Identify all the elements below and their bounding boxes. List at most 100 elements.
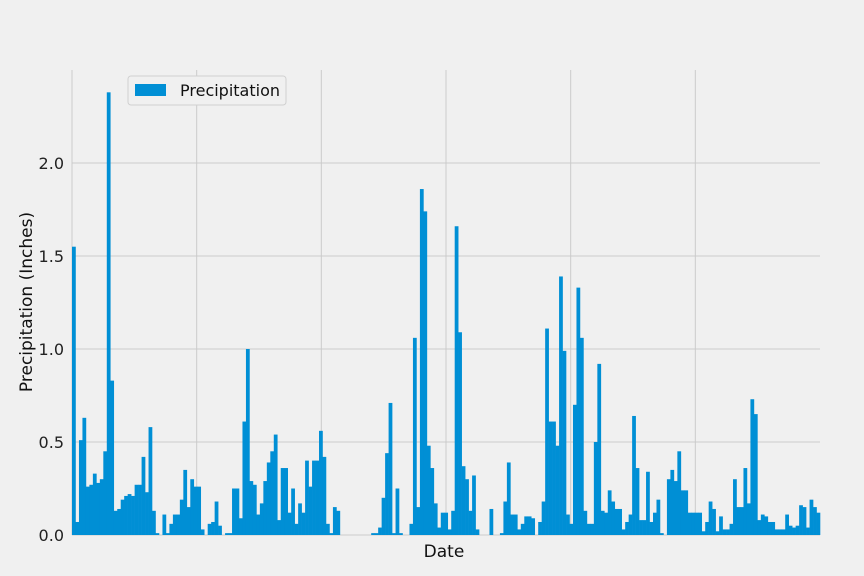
precipitation-bar bbox=[653, 512, 657, 535]
precipitation-bar bbox=[809, 499, 814, 535]
precipitation-bar bbox=[385, 453, 389, 535]
precipitation-bar bbox=[287, 512, 292, 535]
precipitation-bar bbox=[308, 486, 313, 535]
precipitation-bar bbox=[89, 484, 94, 535]
precipitation-bar bbox=[409, 523, 414, 535]
precipitation-bar bbox=[795, 525, 800, 535]
precipitation-bar bbox=[520, 523, 525, 535]
precipitation-bar bbox=[412, 337, 417, 535]
precipitation-bar bbox=[395, 488, 400, 535]
precipitation-bar bbox=[552, 421, 556, 535]
precipitation-bar bbox=[566, 514, 570, 535]
precipitation-bar bbox=[656, 499, 661, 535]
precipitation-bar bbox=[593, 442, 598, 535]
precipitation-bar bbox=[322, 456, 327, 535]
precipitation-bar bbox=[586, 523, 591, 535]
precipitation-bar bbox=[294, 523, 299, 535]
precipitation-bar bbox=[106, 92, 111, 535]
precipitation-bar bbox=[232, 488, 236, 535]
precipitation-bar bbox=[513, 514, 518, 535]
precipitation-bar bbox=[746, 503, 751, 535]
precipitation-bar bbox=[680, 490, 685, 535]
precipitation-bar bbox=[172, 514, 177, 535]
precipitation-bar bbox=[555, 445, 560, 535]
precipitation-bar bbox=[739, 507, 744, 535]
precipitation-bar bbox=[729, 523, 734, 535]
precipitation-bar bbox=[148, 427, 153, 535]
precipitation-bar bbox=[687, 512, 692, 535]
precipitation-bar bbox=[764, 516, 769, 535]
precipitation-bar bbox=[621, 529, 626, 535]
precipitation-bar bbox=[374, 533, 379, 535]
precipitation-bar bbox=[152, 510, 156, 535]
precipitation-bar bbox=[576, 287, 581, 535]
precipitation-bar bbox=[499, 533, 504, 535]
precipitation-bar bbox=[273, 434, 278, 535]
precipitation-bar bbox=[673, 481, 678, 535]
precipitation-bar bbox=[193, 486, 198, 535]
precipitation-bar bbox=[816, 512, 821, 535]
precipitation-bar bbox=[628, 514, 633, 535]
precipitation-bar bbox=[733, 479, 737, 535]
precipitation-bar bbox=[399, 533, 403, 535]
precipitation-bar bbox=[200, 529, 205, 535]
precipitation-bar bbox=[78, 440, 83, 535]
precipitation-bar bbox=[218, 525, 222, 535]
precipitation-bar bbox=[649, 521, 654, 535]
precipitation-bar bbox=[659, 533, 664, 535]
precipitation-bar bbox=[437, 527, 442, 535]
precipitation-bar bbox=[781, 529, 786, 535]
precipitation-bar bbox=[211, 521, 215, 535]
precipitation-bar bbox=[381, 497, 386, 535]
precipitation-bar bbox=[319, 430, 323, 535]
precipitation-bar bbox=[72, 246, 76, 535]
precipitation-bar bbox=[506, 462, 511, 535]
precipitation-bar bbox=[447, 529, 452, 535]
precipitation-bar bbox=[472, 475, 476, 535]
precipitation-bar bbox=[753, 414, 758, 535]
x-axis-label: Date bbox=[424, 542, 465, 562]
precipitation-bar bbox=[813, 507, 817, 535]
precipitation-bar bbox=[475, 529, 480, 535]
precipitation-bar bbox=[298, 503, 302, 535]
precipitation-bar bbox=[256, 514, 261, 535]
precipitation-bar bbox=[332, 507, 337, 535]
precipitation-bar bbox=[757, 520, 762, 535]
precipitation-bar bbox=[614, 508, 619, 535]
legend-box bbox=[127, 75, 287, 106]
precipitation-bar bbox=[270, 451, 275, 535]
precipitation-bar bbox=[454, 226, 459, 536]
precipitation-bar bbox=[75, 521, 80, 535]
precipitation-bar bbox=[263, 481, 268, 535]
precipitation-bar bbox=[96, 482, 101, 535]
precipitation-bar bbox=[774, 529, 779, 535]
precipitation-bar bbox=[426, 445, 431, 535]
precipitation-bar bbox=[127, 494, 132, 535]
precipitation-bar bbox=[611, 501, 616, 535]
precipitation-bar bbox=[684, 490, 689, 535]
precipitation-bar bbox=[792, 527, 796, 535]
precipitation-bar bbox=[169, 523, 174, 535]
precipitation-bar bbox=[524, 516, 529, 535]
precipitation-bar bbox=[590, 523, 595, 535]
precipitation-bar bbox=[785, 514, 789, 535]
precipitation-bar bbox=[799, 505, 803, 535]
precipitation-bar bbox=[113, 510, 118, 535]
y-axis-label: Precipitation (Inches) bbox=[17, 212, 37, 392]
precipitation-bar bbox=[510, 514, 515, 535]
precipitation-bar bbox=[719, 516, 723, 535]
precipitation-bar bbox=[604, 512, 609, 535]
precipitation-bar bbox=[228, 533, 233, 535]
precipitation-bar bbox=[788, 525, 793, 535]
precipitation-bar bbox=[82, 417, 87, 535]
precipitation-bar bbox=[378, 527, 382, 535]
precipitation-bar bbox=[545, 328, 549, 535]
precipitation-bar bbox=[416, 507, 421, 535]
precipitation-bar bbox=[433, 503, 438, 535]
precipitation-bar bbox=[618, 508, 622, 535]
precipitation-bar bbox=[190, 479, 195, 535]
precipitation-bar bbox=[214, 501, 219, 535]
precipitation-bar bbox=[388, 402, 393, 535]
legend-swatch bbox=[135, 84, 166, 96]
